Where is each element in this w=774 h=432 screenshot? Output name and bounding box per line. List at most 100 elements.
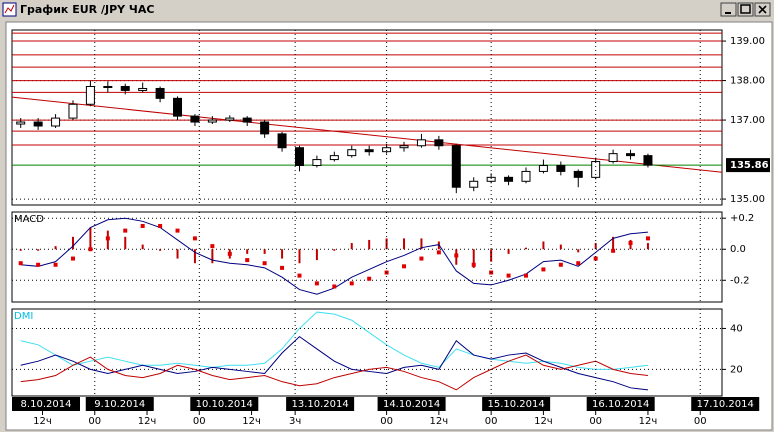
signal-dot — [210, 244, 215, 249]
panel-title: DMI — [14, 311, 33, 322]
date-label: 8.10.2014 — [21, 399, 72, 410]
signal-dot — [454, 253, 459, 258]
signal-dot — [523, 273, 528, 278]
maximize-button[interactable] — [737, 2, 754, 17]
signal-dot — [123, 228, 128, 233]
y-tick-label: 0.0 — [730, 244, 746, 255]
date-box — [286, 397, 355, 411]
signal-dot — [349, 281, 354, 286]
macd-panel — [11, 211, 723, 303]
x-tick-label: 00 — [88, 416, 101, 427]
date-label: 10.10.2014 — [196, 399, 253, 410]
close-button[interactable] — [754, 2, 771, 17]
candle-body — [591, 161, 601, 178]
signal-dot — [541, 267, 546, 272]
candle-body — [85, 85, 95, 105]
signal-dot — [332, 284, 337, 289]
signal-dot — [36, 262, 41, 267]
date-box — [85, 397, 154, 411]
window-title: График EUR /JPY ЧАС — [20, 3, 154, 16]
y-tick-label: 40 — [730, 323, 743, 334]
candle-body — [643, 155, 653, 166]
trend-line — [11, 96, 723, 173]
signal-dot — [70, 256, 75, 261]
dmi-panel — [11, 308, 723, 397]
x-tick-label: 12ч — [639, 416, 658, 427]
date-box — [190, 397, 259, 411]
x-tick-label: 00 — [193, 416, 206, 427]
y-tick-label: 137.00 — [730, 115, 765, 126]
price-panel — [11, 29, 723, 206]
y-tick-label: 20 — [730, 364, 743, 375]
signal-dot — [88, 247, 93, 252]
candle-body — [538, 164, 548, 172]
date-label: 9.10.2014 — [94, 399, 145, 410]
date-label: 14.10.2014 — [383, 399, 440, 410]
candle-body — [260, 121, 270, 135]
y-tick-label: 139.00 — [730, 36, 765, 47]
candle-body — [608, 153, 618, 163]
signal-dot — [297, 273, 302, 278]
date-label: 16.10.2014 — [592, 399, 649, 410]
date-box — [586, 397, 655, 411]
signal-dot — [192, 236, 197, 241]
candle-body — [120, 85, 130, 91]
candle-body — [451, 145, 461, 188]
candle-body — [16, 121, 26, 125]
date-box — [482, 397, 551, 411]
indicator-line — [20, 335, 649, 391]
candle-body — [225, 117, 235, 121]
candle-body — [138, 87, 148, 91]
x-tick-label: 12ч — [242, 416, 261, 427]
x-tick-label: 12ч — [430, 416, 449, 427]
signal-dot — [105, 236, 110, 241]
candle-body — [434, 139, 444, 147]
signal-dot — [158, 223, 163, 228]
candle-body — [68, 103, 78, 119]
candle-body — [190, 115, 200, 123]
date-label: 17.10.2014 — [697, 399, 754, 410]
signal-dot — [175, 228, 180, 233]
candle-body — [469, 180, 479, 188]
date-box — [691, 397, 760, 411]
indicator-line — [20, 354, 649, 391]
y-tick-label: +0.2 — [730, 213, 754, 224]
date-label: 15.10.2014 — [488, 399, 545, 410]
candle-body — [573, 170, 583, 178]
minimize-button[interactable] — [720, 2, 737, 17]
last-price-label: 135.86 — [730, 160, 769, 171]
y-tick-label: 138.00 — [730, 76, 765, 87]
x-tick-label: 00 — [589, 416, 602, 427]
candle-body — [556, 164, 566, 172]
x-tick-label: 12ч — [534, 416, 553, 427]
candle-body — [626, 153, 636, 157]
candle-body — [329, 155, 339, 161]
candle-body — [103, 85, 113, 88]
candle-body — [277, 133, 287, 149]
y-tick-label: -0.2 — [730, 275, 750, 286]
candle-body — [155, 87, 165, 99]
signal-dot — [471, 262, 476, 267]
candle-body — [312, 159, 322, 166]
signal-dot — [314, 281, 319, 286]
signal-dot — [227, 251, 232, 256]
signal-dot — [506, 273, 511, 278]
date-box — [12, 397, 80, 411]
candle-body — [486, 176, 496, 182]
signal-dot — [402, 264, 407, 269]
candle-body — [521, 170, 531, 182]
candle-body — [33, 121, 43, 127]
candle-body — [51, 117, 61, 127]
y-tick-label: 135.00 — [730, 194, 765, 205]
signal-dot — [367, 276, 372, 281]
x-tick-label: 00 — [485, 416, 498, 427]
x-tick-label: 12ч — [138, 416, 157, 427]
signal-dot — [419, 256, 424, 261]
candle-body — [294, 147, 304, 166]
signal-dot — [280, 265, 285, 270]
candle-body — [504, 176, 514, 182]
signal-dot — [628, 241, 633, 246]
signal-dot — [262, 261, 267, 266]
